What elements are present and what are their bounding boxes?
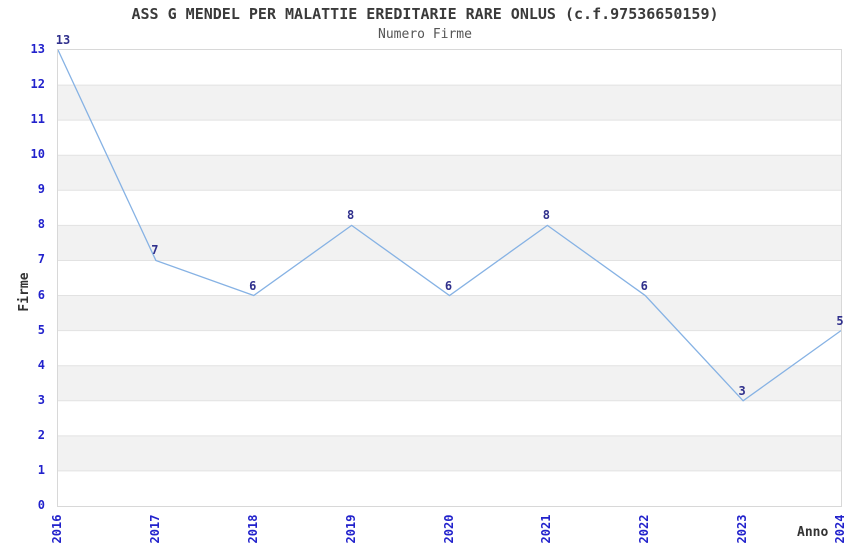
x-tick-label: 2016: [50, 514, 64, 544]
x-tick-label: 2021: [539, 514, 554, 544]
point-label: 3: [738, 383, 746, 398]
y-tick-label: 4: [37, 357, 45, 372]
x-tick-label: 2024: [833, 514, 847, 544]
y-axis-title: Firme: [17, 272, 32, 312]
point-label: 6: [249, 278, 257, 293]
line-series-svg: [58, 50, 841, 472]
y-tick-label: 13: [30, 42, 45, 56]
y-tick-label: 10: [30, 147, 45, 162]
y-tick-label: 7: [37, 252, 45, 267]
x-tick-label: 2020: [441, 514, 456, 544]
point-label: 6: [444, 278, 453, 293]
x-tick-label: 2023: [735, 514, 750, 544]
y-tick-label: 1: [37, 462, 45, 477]
series-line: [58, 50, 841, 402]
y-tick-label: 9: [37, 182, 45, 197]
point-label: 13: [55, 33, 71, 47]
chart-subtitle: Numero Firme: [378, 27, 472, 42]
x-tick-label: 2017: [147, 514, 162, 544]
point-label: 7: [151, 243, 159, 258]
y-tick-label: 11: [30, 112, 45, 127]
plot-area: [57, 49, 842, 507]
chart-title: ASS G MENDEL PER MALATTIE EREDITARIE RAR…: [131, 5, 719, 23]
y-tick-label: 5: [37, 322, 45, 337]
x-tick-label: 2018: [245, 514, 260, 544]
y-tick-label: 12: [30, 77, 45, 92]
point-label: 8: [347, 208, 355, 223]
point-label: 5: [836, 313, 844, 328]
x-axis-title: Anno: [797, 525, 829, 540]
y-tick-label: 0: [37, 498, 45, 512]
y-tick-label: 3: [37, 392, 45, 407]
y-tick-label: 6: [37, 287, 45, 302]
y-tick-label: 2: [37, 427, 45, 442]
x-tick-label: 2022: [637, 514, 652, 544]
x-tick-label: 2019: [343, 514, 358, 544]
point-label: 8: [542, 208, 550, 223]
y-tick-label: 8: [37, 217, 45, 232]
point-label: 6: [640, 278, 648, 293]
